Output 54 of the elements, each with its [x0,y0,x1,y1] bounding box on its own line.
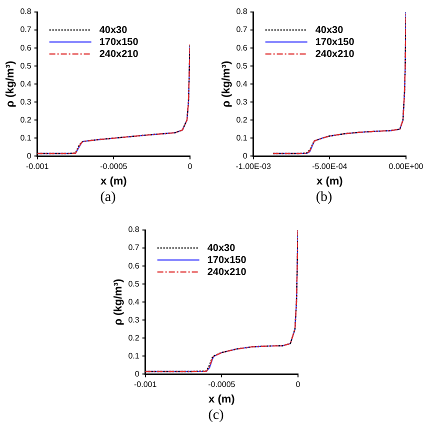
y-tick-label: 0.7 [236,25,248,34]
text: (b) [314,190,334,206]
text: (c) [207,408,225,424]
y-tick-label: 0.5 [128,279,140,288]
x-tick-label: 0.00E+00 [388,162,424,172]
legend-label: 240x210 [315,48,355,60]
legend-label: 40x30 [99,24,128,36]
x-tick-label: -0.0005 [208,380,236,390]
y-tick-label: 0.4 [236,79,248,88]
legend-label: 40x30 [207,242,236,254]
y-tick-label: 0.2 [128,333,140,342]
y-tick-label: 0.8 [236,7,248,16]
y-tick-label: 0 [26,151,32,160]
y-tick-label: 0.6 [20,43,32,52]
y-axis-title: ρ (kg/m³) [4,60,17,108]
legend-label: 170x150 [207,254,247,266]
y-tick-label: 0.4 [20,79,32,88]
x-axis-title: x (m) [100,175,128,188]
y-tick-label: 0.1 [128,351,140,360]
y-tick-label: 0.5 [236,61,248,70]
y-tick-label: 0.1 [236,133,248,142]
x-tick-label: -0.001 [134,380,158,390]
y-axis-title: ρ (kg/m³) [220,60,233,108]
x-tick-label: -0.001 [26,162,50,172]
y-tick-label: 0 [134,369,140,378]
y-tick-label: 0.7 [128,243,140,252]
y-tick-label: 0.3 [128,315,140,324]
x-tick-label: 0 [188,162,193,172]
y-tick-label: 0 [242,151,248,160]
y-tick-label: 0.2 [236,115,248,124]
legend-label: 40x30 [315,24,344,36]
x-tick-label: -0.0005 [100,162,128,172]
text: (a) [99,190,117,206]
legend-label: 240x210 [207,266,247,278]
x-axis-title: x (m) [208,393,236,406]
y-tick-label: 0.1 [20,133,32,142]
x-tick-label: -5.00E-04 [312,162,348,172]
y-tick-label: 0.4 [128,297,140,306]
y-tick-label: 0.2 [20,115,32,124]
legend-label: 170x150 [315,36,355,48]
y-tick-label: 0.3 [20,97,32,106]
y-tick-label: 0.5 [20,61,32,70]
x-tick-label: 0 [296,380,301,390]
y-tick-label: 0.3 [236,97,248,106]
x-tick-label: -1.00E-03 [236,162,272,172]
x-axis-title: x (m) [316,175,344,188]
legend-label: 170x150 [99,36,139,48]
y-axis-title: ρ (kg/m³) [112,278,125,326]
y-tick-label: 0.6 [128,261,140,270]
y-tick-label: 0.6 [236,43,248,52]
y-tick-label: 0.8 [20,7,32,16]
legend-label: 240x210 [99,48,139,60]
y-tick-label: 0.7 [20,25,32,34]
y-tick-label: 0.8 [128,225,140,234]
